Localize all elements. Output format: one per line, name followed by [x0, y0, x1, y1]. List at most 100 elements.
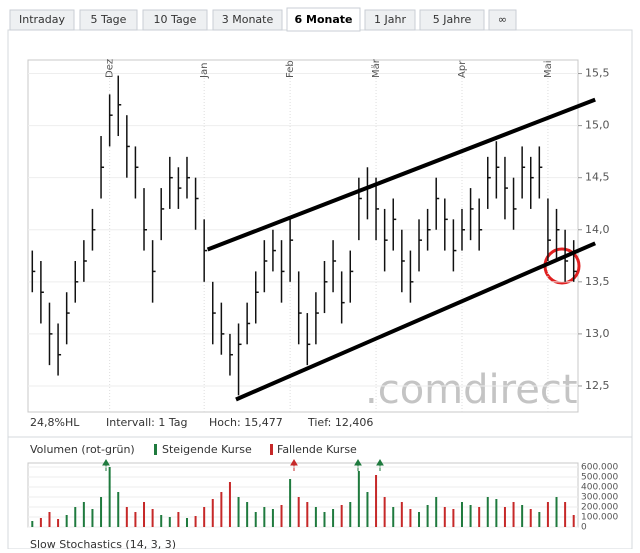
y-tick-label: 12,5 [585, 379, 610, 392]
x-tick-label: Mär [371, 58, 382, 78]
volume-bar [323, 512, 326, 527]
x-tick-label: Feb [285, 60, 296, 78]
signal-arrow [354, 459, 362, 471]
volume-bar [306, 502, 309, 527]
volume-bar [185, 518, 188, 527]
y-tick-label: 13,0 [585, 327, 610, 340]
volume-bar [31, 521, 34, 527]
watermark: .comdirect [365, 367, 578, 413]
tab[interactable] [142, 9, 208, 31]
volume-bar [168, 517, 171, 527]
volume-bar [297, 497, 300, 527]
volume-bar [151, 509, 154, 527]
volume-bar [108, 467, 111, 527]
volume-bar [409, 509, 412, 527]
volume-bar [263, 507, 266, 527]
legend-up: Steigende Kurse [162, 443, 252, 456]
volume-bar [246, 502, 249, 527]
volume-bar [452, 509, 455, 527]
volume-bar [82, 502, 85, 527]
volume-bar [400, 502, 403, 527]
info-interval: Intervall: 1 Tag [106, 416, 188, 429]
volume-bar [469, 505, 472, 527]
lower-panel-title: Slow Stochastics (14, 3, 3) [30, 538, 176, 549]
volume-bar [572, 515, 575, 527]
tab-label[interactable]: 1 Jahr [374, 13, 406, 26]
volume-bar [512, 502, 515, 527]
volume-bar [418, 512, 421, 527]
y-tick-label: 15,0 [585, 119, 610, 132]
volume-bar [220, 492, 223, 527]
volume-bar [426, 505, 429, 527]
tab-label[interactable]: 5 Jahre [433, 13, 472, 26]
tab-label[interactable]: 3 Monate [222, 13, 274, 26]
volume-bar [392, 507, 395, 527]
tab-label[interactable]: ∞ [498, 13, 507, 26]
trend-line [206, 97, 596, 252]
tab[interactable] [488, 9, 517, 31]
y-tick-label: 14,5 [585, 171, 610, 184]
volume-tick-label: 300.000 [581, 493, 618, 503]
price-frame [27, 59, 579, 413]
volume-bar [228, 482, 231, 527]
volume-bar [538, 512, 541, 527]
y-tick-label: 13,5 [585, 275, 610, 288]
legend-swatch-down [270, 444, 273, 455]
y-tick-label: 15,5 [585, 67, 610, 80]
volume-bar [237, 497, 240, 527]
volume-bar [546, 502, 549, 527]
tab[interactable] [212, 9, 283, 31]
x-tick-label: Dez [105, 59, 116, 78]
volume-bar [375, 475, 378, 527]
tab[interactable] [79, 9, 138, 31]
volume-bar [254, 512, 257, 527]
volume-bar [203, 507, 206, 527]
volume-bar [57, 519, 60, 527]
tab-label[interactable]: 6 Monate [295, 13, 353, 26]
tab-label[interactable]: Intraday [19, 13, 66, 26]
tab-label[interactable]: 5 Tage [91, 13, 127, 26]
x-tick-label: Apr [457, 60, 468, 78]
tab[interactable] [9, 9, 75, 31]
volume-bar [521, 505, 524, 527]
volume-bar [503, 507, 506, 527]
volume-bar [117, 492, 120, 527]
volume-tick-label: 0 [581, 523, 587, 533]
tab[interactable] [364, 9, 416, 31]
panel [7, 29, 633, 550]
volume-tick-label: 600.000 [581, 463, 618, 473]
volume-bar [48, 512, 51, 527]
volume-bar [564, 502, 567, 527]
volume-bar [357, 471, 360, 527]
tab-label[interactable]: 10 Tage [154, 13, 197, 26]
volume-bar [65, 515, 68, 527]
volume-bar [160, 515, 163, 527]
volume-bar [91, 509, 94, 527]
volume-tick-label: 400.000 [581, 483, 618, 493]
tab[interactable] [419, 9, 485, 31]
volume-bar [194, 516, 197, 527]
volume-bar [177, 512, 180, 527]
volume-bar [486, 497, 489, 527]
volume-bar [478, 507, 481, 527]
info-low: Tief: 12,406 [307, 416, 373, 429]
volume-bar [74, 507, 77, 527]
volume-bar [39, 518, 42, 527]
volume-bar [271, 509, 274, 527]
x-tick-label: Mai [543, 60, 554, 78]
volume-bar [280, 505, 283, 527]
volume-bar [443, 507, 446, 527]
volume-bar [495, 499, 498, 527]
volume-bar [289, 479, 292, 527]
volume-bar [340, 505, 343, 527]
tab[interactable] [286, 7, 361, 32]
volume-bar [460, 502, 463, 527]
volume-bar [366, 492, 369, 527]
volume-bar [383, 497, 386, 527]
info-hl: 24,8%HL [30, 416, 80, 429]
volume-tick-label: 100.000 [581, 513, 618, 523]
volume-bar [134, 512, 137, 527]
volume-bar [143, 502, 146, 527]
volume-bar [332, 509, 335, 527]
